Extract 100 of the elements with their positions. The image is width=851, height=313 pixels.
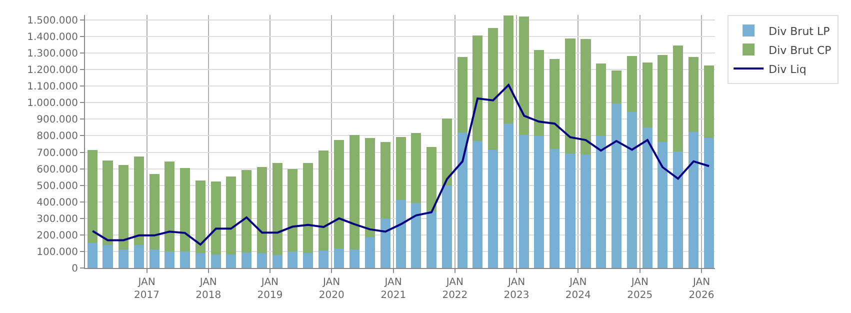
bar <box>688 132 699 268</box>
bar <box>519 135 530 268</box>
y-tick-label: 300.000 <box>36 214 78 225</box>
x-tick-label: JAN 2019 <box>257 277 283 301</box>
bar <box>457 56 468 132</box>
bar <box>596 64 606 136</box>
bar <box>210 182 222 254</box>
bar <box>380 142 390 218</box>
x-tick-label: JAN 2017 <box>134 277 160 301</box>
y-tick-label: 500.000 <box>36 180 78 192</box>
bar <box>426 146 437 212</box>
bar <box>550 148 560 268</box>
bar <box>226 254 236 268</box>
bar <box>442 118 452 186</box>
bar <box>241 170 252 252</box>
bar <box>134 156 144 246</box>
bar <box>534 50 544 136</box>
bar <box>303 253 314 268</box>
bar <box>426 212 437 268</box>
bar <box>565 154 576 268</box>
bar <box>488 150 498 268</box>
bar <box>349 135 360 250</box>
x-tick-label: JAN 2024 <box>565 277 591 301</box>
bar <box>611 70 622 104</box>
y-tick-label: 400.000 <box>36 197 78 208</box>
bar <box>334 248 344 268</box>
bar <box>180 251 190 268</box>
bar <box>88 242 98 268</box>
bar <box>180 168 190 252</box>
bar <box>88 150 98 243</box>
bar <box>672 45 684 152</box>
bar <box>164 251 174 268</box>
bar <box>226 176 236 254</box>
bar <box>272 255 283 268</box>
bar <box>550 58 560 149</box>
y-tick-label: 1.200.000 <box>27 65 78 76</box>
bar <box>488 28 498 150</box>
x-tick-label: JAN 2026 <box>688 277 714 301</box>
bar <box>688 56 699 132</box>
legend-label: Div Brut CP <box>768 44 832 57</box>
bar <box>519 16 530 136</box>
bar <box>241 252 252 268</box>
bar <box>457 132 468 268</box>
bar <box>102 245 113 268</box>
y-tick-label: 100.000 <box>36 246 78 258</box>
bar <box>410 133 422 203</box>
bar <box>626 112 638 268</box>
x-tick-label: JAN 2020 <box>318 277 344 301</box>
bar <box>288 169 298 252</box>
bar <box>102 160 113 246</box>
bar <box>195 180 206 254</box>
bar <box>164 161 174 252</box>
legend-label: Div Liq <box>768 62 806 76</box>
y-tick-label: 200.000 <box>36 230 78 242</box>
bar <box>303 163 314 254</box>
bar <box>334 140 344 248</box>
bar <box>642 127 653 268</box>
y-tick-label: 700.000 <box>36 148 78 159</box>
bar <box>472 141 483 268</box>
bar <box>149 249 160 268</box>
bar <box>364 138 375 237</box>
x-tick-label: JAN 2022 <box>442 277 468 301</box>
y-tick-label: 1.500.000 <box>27 15 78 26</box>
bar <box>118 165 128 250</box>
x-tick-label: JAN 2025 <box>627 277 653 301</box>
bar <box>380 218 390 268</box>
bar <box>657 142 668 268</box>
legend-label: Div Brut LP <box>768 24 830 38</box>
bar <box>288 251 298 268</box>
y-tick-label: 800.000 <box>36 131 78 142</box>
y-tick-label: 900.000 <box>36 114 78 126</box>
bar <box>611 103 622 268</box>
bar <box>704 138 714 268</box>
bar <box>134 245 144 268</box>
x-tick-label: JAN 2018 <box>196 277 222 301</box>
bar <box>256 167 268 254</box>
bar <box>657 55 668 142</box>
bar <box>118 249 128 268</box>
bar <box>195 253 206 268</box>
line-series <box>92 84 710 246</box>
y-tick-label: 1.100.000 <box>27 82 78 93</box>
y-tick-label: 1.000.000 <box>27 98 78 110</box>
bar <box>272 163 283 256</box>
bar <box>580 39 591 155</box>
bar <box>565 38 576 154</box>
bar <box>210 254 222 268</box>
bar <box>318 150 329 250</box>
bar <box>472 36 483 141</box>
bar <box>704 66 714 138</box>
bar <box>504 124 514 268</box>
bar <box>596 136 606 268</box>
y-tick-label: 600.000 <box>36 164 78 176</box>
y-tick-label: 0 <box>72 264 78 274</box>
bar <box>504 15 514 124</box>
y-tick-label: 1.300.000 <box>27 48 78 60</box>
bar <box>410 202 422 268</box>
bar <box>396 200 406 268</box>
x-tick-label: JAN 2021 <box>380 277 406 301</box>
bar <box>534 136 544 268</box>
bar <box>396 137 406 200</box>
